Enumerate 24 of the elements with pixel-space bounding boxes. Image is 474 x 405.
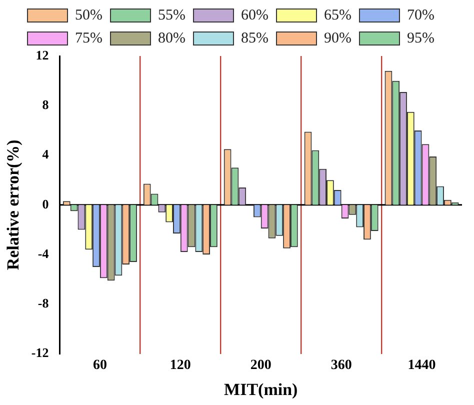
legend-label: 75% — [75, 30, 103, 46]
legend-label: 60% — [241, 7, 268, 24]
y-tick-label: 12 — [36, 47, 49, 62]
legend-label: 95% — [406, 30, 434, 46]
x-tick-label: 360 — [330, 358, 352, 373]
legend-label: 50% — [75, 7, 103, 24]
x-tick-label: 60 — [92, 358, 107, 373]
legend-label: 90% — [324, 30, 352, 46]
x-tick-label: 200 — [250, 358, 272, 373]
legend-label: 80% — [158, 30, 186, 46]
legend-label: 55% — [158, 7, 186, 24]
y-axis-title: Relative error(%) — [4, 140, 23, 270]
y-tick-label: -12 — [31, 345, 49, 360]
y-tick-label: 4 — [42, 146, 50, 162]
legend-label: 85% — [241, 30, 268, 46]
y-tick-label: -8 — [38, 296, 50, 311]
x-tick-label: 1440 — [408, 358, 436, 373]
y-tick-label: -4 — [38, 246, 50, 261]
y-tick-label: 0 — [42, 196, 49, 212]
legend-label: 65% — [324, 7, 352, 24]
legend-label: 70% — [406, 7, 434, 24]
x-tick-label: 120 — [170, 358, 191, 373]
x-axis-title: MIT(min) — [224, 380, 298, 400]
y-tick-label: 8 — [42, 96, 50, 112]
